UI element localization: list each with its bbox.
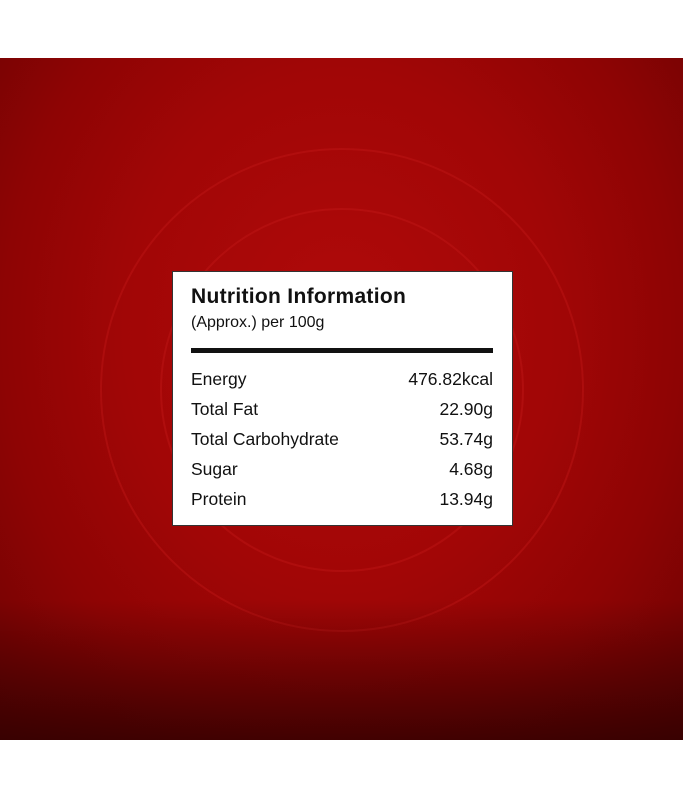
divider [191,348,493,353]
nutrient-label: Sugar [191,459,238,479]
nutrient-value: 22.90g [439,399,493,419]
nutrient-row: Protein 13.94g [191,484,493,514]
nutrient-value: 53.74g [439,429,493,449]
nutrition-panel: Nutrition Information (Approx.) per 100g… [172,271,513,526]
panel-title: Nutrition Information [191,285,407,308]
nutrient-row: Total Fat 22.90g [191,394,493,424]
panel-subtitle: (Approx.) per 100g [191,314,325,331]
red-pattern-background [0,58,683,740]
nutrient-row: Total Carbohydrate 53.74g [191,424,493,454]
nutrient-value: 476.82kcal [408,369,493,389]
nutrient-value: 4.68g [449,459,493,479]
nutrient-label: Energy [191,369,247,389]
nutrient-label: Total Carbohydrate [191,429,339,449]
nutrient-value: 13.94g [439,489,493,509]
nutrient-row: Sugar 4.68g [191,454,493,484]
nutrient-row: Energy 476.82kcal [191,364,493,394]
decorative-ring [160,208,524,572]
nutrient-label: Protein [191,489,247,509]
nutrient-label: Total Fat [191,399,259,419]
